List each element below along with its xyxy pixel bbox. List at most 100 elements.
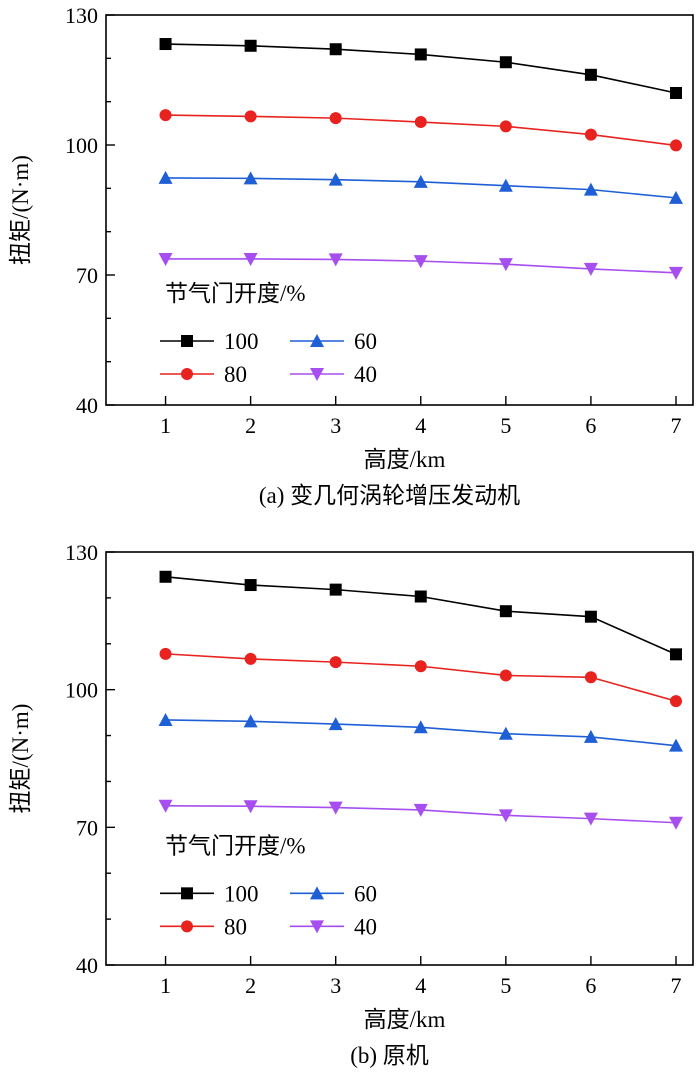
data-point-60 (498, 178, 513, 192)
data-point-40 (668, 266, 683, 280)
legend-label: 80 (224, 914, 247, 939)
data-point-80 (669, 139, 682, 152)
x-tick-label: 1 (160, 413, 171, 438)
data-point-60 (413, 174, 428, 188)
legend-marker (181, 920, 193, 933)
data-point-60 (498, 726, 513, 740)
x-tick-label: 1 (160, 973, 171, 998)
x-axis-label: 高度/km (364, 447, 446, 472)
data-point-40 (498, 809, 513, 823)
legend-marker (310, 368, 324, 381)
data-point-100 (584, 610, 597, 623)
legend-title: 节气门开度/% (165, 833, 306, 858)
data-point-100 (584, 68, 597, 81)
series-100 (159, 570, 682, 661)
data-point-100 (499, 56, 512, 69)
data-point-40 (413, 803, 428, 817)
series-80 (159, 647, 682, 708)
data-point-40 (668, 816, 683, 830)
legend-label: 60 (354, 329, 377, 354)
data-point-100 (669, 87, 682, 99)
legend-marker (310, 920, 324, 934)
x-tick-label: 7 (670, 413, 681, 438)
chart-panel-b: 40 70 100 130 1 2 3 4 5 6 7 高度/km 扭矩/(N·m) 节气门开度/% 100… (8, 540, 694, 1068)
data-point-100 (329, 43, 342, 56)
legend-marker (181, 887, 193, 900)
series-60 (158, 712, 683, 752)
data-point-100 (244, 39, 257, 52)
data-point-80 (414, 660, 427, 673)
y-axis-label: 扭矩/(N·m) (8, 704, 33, 814)
y-tick-label: 130 (65, 540, 98, 565)
data-point-80 (584, 128, 597, 141)
data-point-40 (498, 258, 513, 272)
legend-marker (310, 334, 324, 347)
x-tick-label: 6 (585, 973, 596, 998)
y-tick-label: 70 (76, 263, 98, 288)
data-point-60 (243, 714, 258, 728)
data-point-80 (584, 671, 597, 684)
legend-label: 40 (354, 914, 377, 939)
legend-item-80: 80 (160, 914, 247, 939)
data-point-60 (158, 712, 173, 726)
y-tick-label: 40 (76, 393, 98, 418)
data-point-80 (669, 695, 682, 708)
x-axis-label: 高度/km (364, 1007, 446, 1032)
data-point-60 (243, 171, 258, 185)
legend-title: 节气门开度/% (165, 281, 306, 306)
data-point-100 (499, 605, 512, 618)
data-point-80 (499, 669, 512, 682)
x-tick-label: 7 (670, 973, 681, 998)
data-point-40 (328, 801, 343, 815)
legend-marker (181, 335, 193, 347)
y-axis-label: 扭矩/(N·m) (8, 155, 33, 265)
legend-item-100: 100 (160, 881, 259, 906)
data-point-80 (159, 109, 172, 122)
data-point-80 (329, 112, 342, 125)
legend-label: 80 (224, 362, 247, 387)
figure-caption: (b) 原机 (350, 1043, 429, 1068)
figure-caption: (a) 变几何涡轮增压发动机 (259, 483, 520, 508)
data-point-40 (413, 255, 428, 269)
legend-item-60: 60 (290, 881, 377, 906)
data-point-60 (328, 172, 343, 186)
legend-item-100: 100 (160, 329, 259, 354)
data-point-40 (158, 799, 173, 813)
plot-frame (105, 551, 694, 966)
series-40 (158, 252, 683, 280)
legend-label: 100 (224, 881, 259, 906)
x-tick-label: 4 (415, 413, 426, 438)
data-point-100 (244, 579, 257, 592)
data-point-80 (244, 652, 257, 665)
y-tick-label: 70 (76, 815, 98, 840)
chart-panel-a: 40 70 100 130 1 2 3 4 5 6 7 高度/km 扭矩/(N·m) 节气门开度/% 100… (8, 3, 694, 508)
legend-item-40: 40 (290, 914, 377, 939)
legend-marker (310, 886, 324, 900)
data-point-100 (159, 38, 172, 51)
legend-item-60: 60 (290, 329, 377, 354)
x-tick-label: 3 (330, 973, 341, 998)
legend-label: 60 (354, 881, 377, 906)
data-point-100 (414, 590, 427, 603)
data-point-40 (583, 262, 598, 276)
data-point-40 (328, 253, 343, 267)
data-point-60 (158, 170, 173, 184)
data-point-40 (583, 812, 598, 826)
legend-label: 40 (354, 362, 377, 387)
data-point-40 (243, 800, 258, 814)
y-tick-label: 100 (65, 678, 98, 703)
x-tick-label: 5 (500, 973, 511, 998)
y-tick-label: 130 (65, 3, 98, 28)
x-tick-label: 2 (245, 413, 256, 438)
data-point-80 (414, 116, 427, 129)
x-tick-label: 3 (330, 413, 341, 438)
data-point-80 (159, 647, 172, 660)
legend-item-40: 40 (290, 362, 377, 387)
legend: 节气门开度/% 100 80 60 40 (160, 281, 377, 387)
data-point-100 (159, 570, 172, 583)
data-point-60 (668, 738, 683, 752)
x-tick-label: 5 (500, 413, 511, 438)
data-point-60 (328, 717, 343, 731)
series-line-100 (165, 575, 677, 656)
